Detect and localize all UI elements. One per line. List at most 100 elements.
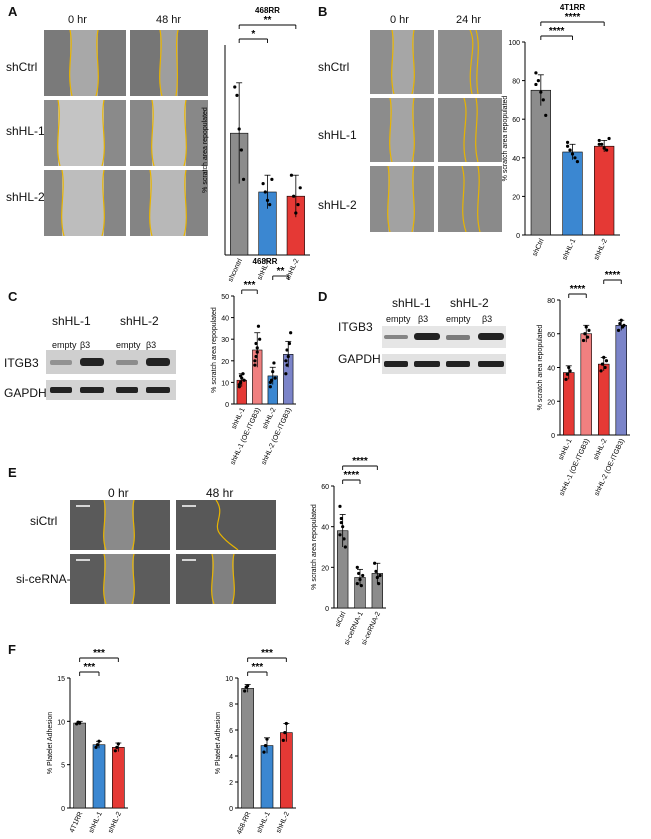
data-point [94,745,98,749]
data-point [294,211,298,215]
data-point [97,739,101,743]
data-point [246,684,250,688]
data-point [287,341,292,346]
micrograph [438,166,502,232]
data-point [564,377,568,381]
y-tick-label: 20 [221,359,229,366]
blot-group-label: shHL-1 [392,296,431,310]
panel-letter-f: F [8,642,16,657]
data-point [539,90,543,94]
data-point [233,85,237,89]
data-point [597,138,601,143]
data-point [263,744,268,748]
row-label: shCtrl [6,60,38,74]
data-point [263,190,267,194]
data-point [565,140,570,144]
y-axis-label: % scratch area repopulated [502,96,509,182]
y-axis-label: % scratch area repopulated [537,325,544,411]
data-point [273,376,277,380]
micrograph [130,30,208,96]
panel-letter-c: C [8,289,18,304]
data-point [284,359,288,363]
significance-label: **** [570,284,586,295]
bar [280,732,293,809]
data-point [375,575,379,580]
data-point [602,146,606,150]
data-point [115,745,119,749]
data-point [242,378,246,382]
data-point [289,331,293,335]
data-point [116,742,120,746]
micrograph [438,30,502,94]
row-label: shHL-1 [6,124,45,138]
data-point [253,363,257,367]
band-label: ITGB3 [338,320,373,334]
y-axis-label: % Platelet Adhesion [215,712,222,774]
data-point [241,177,246,181]
significance-label: **** [605,270,621,281]
lane-label: empty [116,340,141,350]
lane-label: empty [52,340,77,350]
data-point [622,323,626,327]
data-point [265,737,269,741]
data-point [565,372,569,376]
bar [260,745,274,809]
data-point [262,750,266,754]
data-point [358,577,362,582]
blot-group-label: shHL-2 [120,314,159,328]
y-axis-label: % scratch area repopulated [202,107,209,193]
data-point [586,335,590,339]
column-label: 0 hr [390,14,409,26]
data-point [285,348,289,352]
data-point [78,721,82,725]
y-tick-label: 5 [61,763,65,770]
y-tick-label: 2 [229,780,233,787]
column-label: 0 hr [108,486,129,500]
y-tick-label: 60 [321,484,329,491]
data-point [268,203,272,207]
y-tick-label: 8 [229,702,233,709]
y-tick-label: 50 [221,294,229,301]
data-point [575,160,580,164]
micrograph [130,170,208,236]
data-point [619,318,623,322]
micrograph [176,500,276,550]
data-point [599,369,603,373]
data-point [534,71,538,75]
data-point [618,322,622,326]
data-point [268,385,272,389]
column-label: 48 hr [206,486,234,500]
y-tick-label: 0 [61,806,65,813]
y-tick-label: 40 [512,156,520,163]
y-tick-label: 30 [221,337,229,344]
row-label: shHL-1 [318,128,357,142]
data-point [607,136,611,141]
data-point [237,382,241,387]
micrograph [370,30,434,94]
micrograph [44,170,126,236]
data-point [534,82,538,87]
micrograph [44,100,126,166]
data-point [268,380,272,384]
data-point [616,328,621,332]
bar [241,688,254,809]
data-point [600,142,604,146]
y-axis-label: % scratch area repopulated [211,307,218,393]
y-tick-label: 0 [229,806,233,813]
significance-label: *** [261,648,273,659]
lane-label: empty [446,314,471,324]
blot-strip-itgb3 [46,350,176,374]
y-tick-label: 60 [547,332,555,339]
micrograph [438,98,502,162]
y-tick-label: 20 [321,565,329,572]
data-point [544,113,548,117]
data-point [292,194,296,198]
data-point [255,350,259,354]
significance-label: **** [344,470,360,481]
lane-label: β3 [418,314,429,324]
data-point [342,537,346,541]
